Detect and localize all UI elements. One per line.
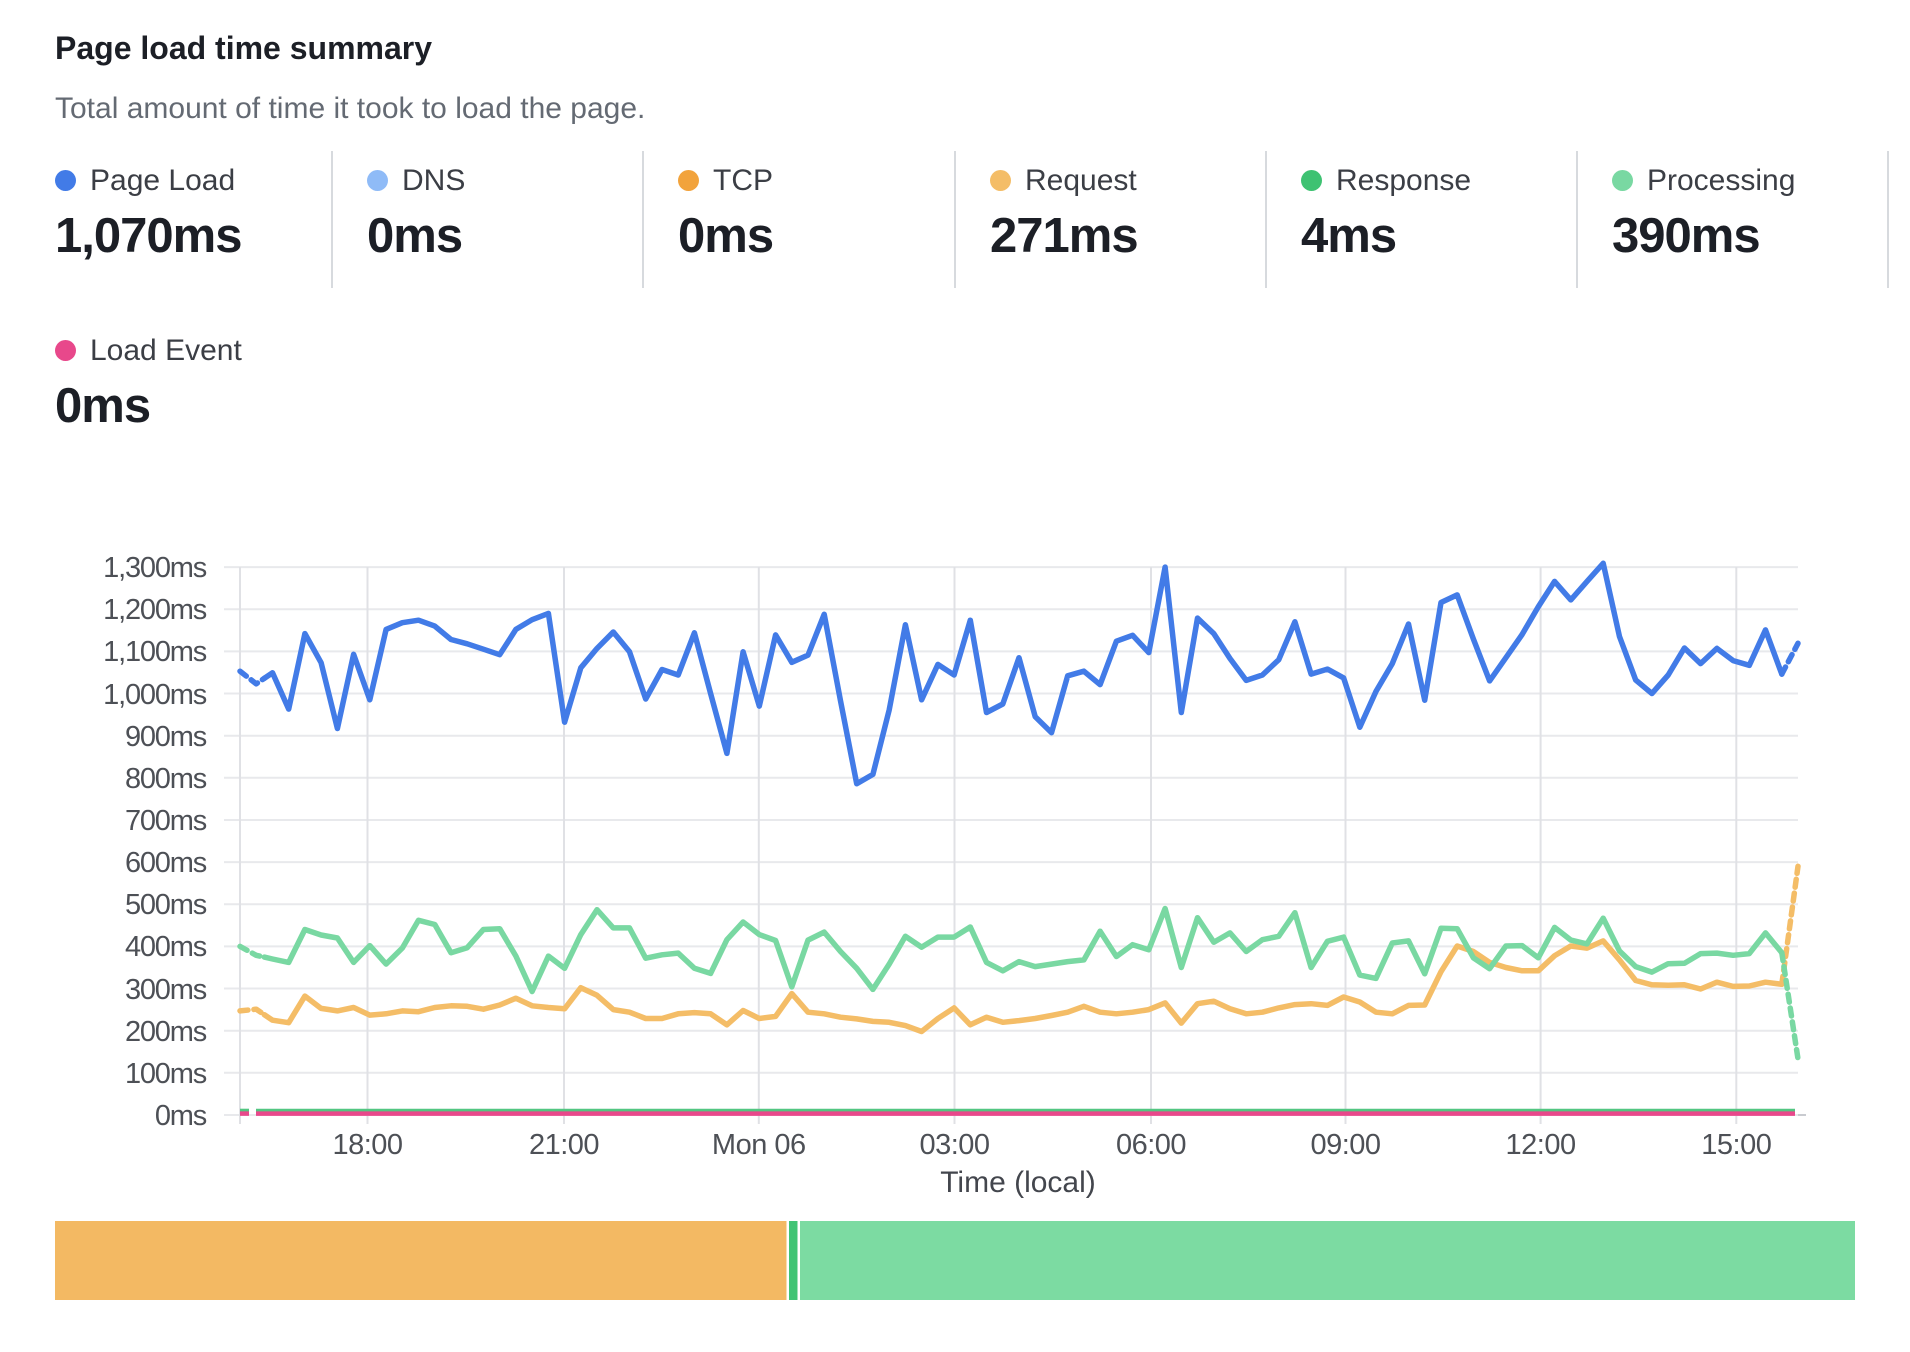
svg-text:21:00: 21:00 bbox=[529, 1129, 599, 1161]
svg-text:18:00: 18:00 bbox=[332, 1129, 402, 1161]
svg-text:200ms: 200ms bbox=[125, 1016, 207, 1048]
svg-text:1,200ms: 1,200ms bbox=[103, 594, 207, 626]
svg-text:500ms: 500ms bbox=[125, 889, 207, 921]
svg-text:12:00: 12:00 bbox=[1506, 1129, 1576, 1161]
svg-text:400ms: 400ms bbox=[125, 931, 207, 963]
svg-text:09:00: 09:00 bbox=[1310, 1129, 1380, 1161]
svg-text:800ms: 800ms bbox=[125, 763, 207, 795]
svg-text:Time (local): Time (local) bbox=[940, 1166, 1096, 1199]
svg-text:Mon 06: Mon 06 bbox=[712, 1129, 806, 1161]
svg-text:0ms: 0ms bbox=[155, 1100, 207, 1132]
svg-text:1,300ms: 1,300ms bbox=[103, 552, 207, 584]
svg-text:600ms: 600ms bbox=[125, 847, 207, 879]
svg-text:1,100ms: 1,100ms bbox=[103, 636, 207, 668]
svg-text:700ms: 700ms bbox=[125, 805, 207, 837]
svg-text:03:00: 03:00 bbox=[919, 1129, 989, 1161]
svg-text:06:00: 06:00 bbox=[1116, 1129, 1186, 1161]
svg-text:1,000ms: 1,000ms bbox=[103, 679, 207, 711]
svg-text:100ms: 100ms bbox=[125, 1058, 207, 1090]
svg-text:300ms: 300ms bbox=[125, 974, 207, 1006]
svg-text:15:00: 15:00 bbox=[1701, 1129, 1771, 1161]
svg-text:900ms: 900ms bbox=[125, 721, 207, 753]
